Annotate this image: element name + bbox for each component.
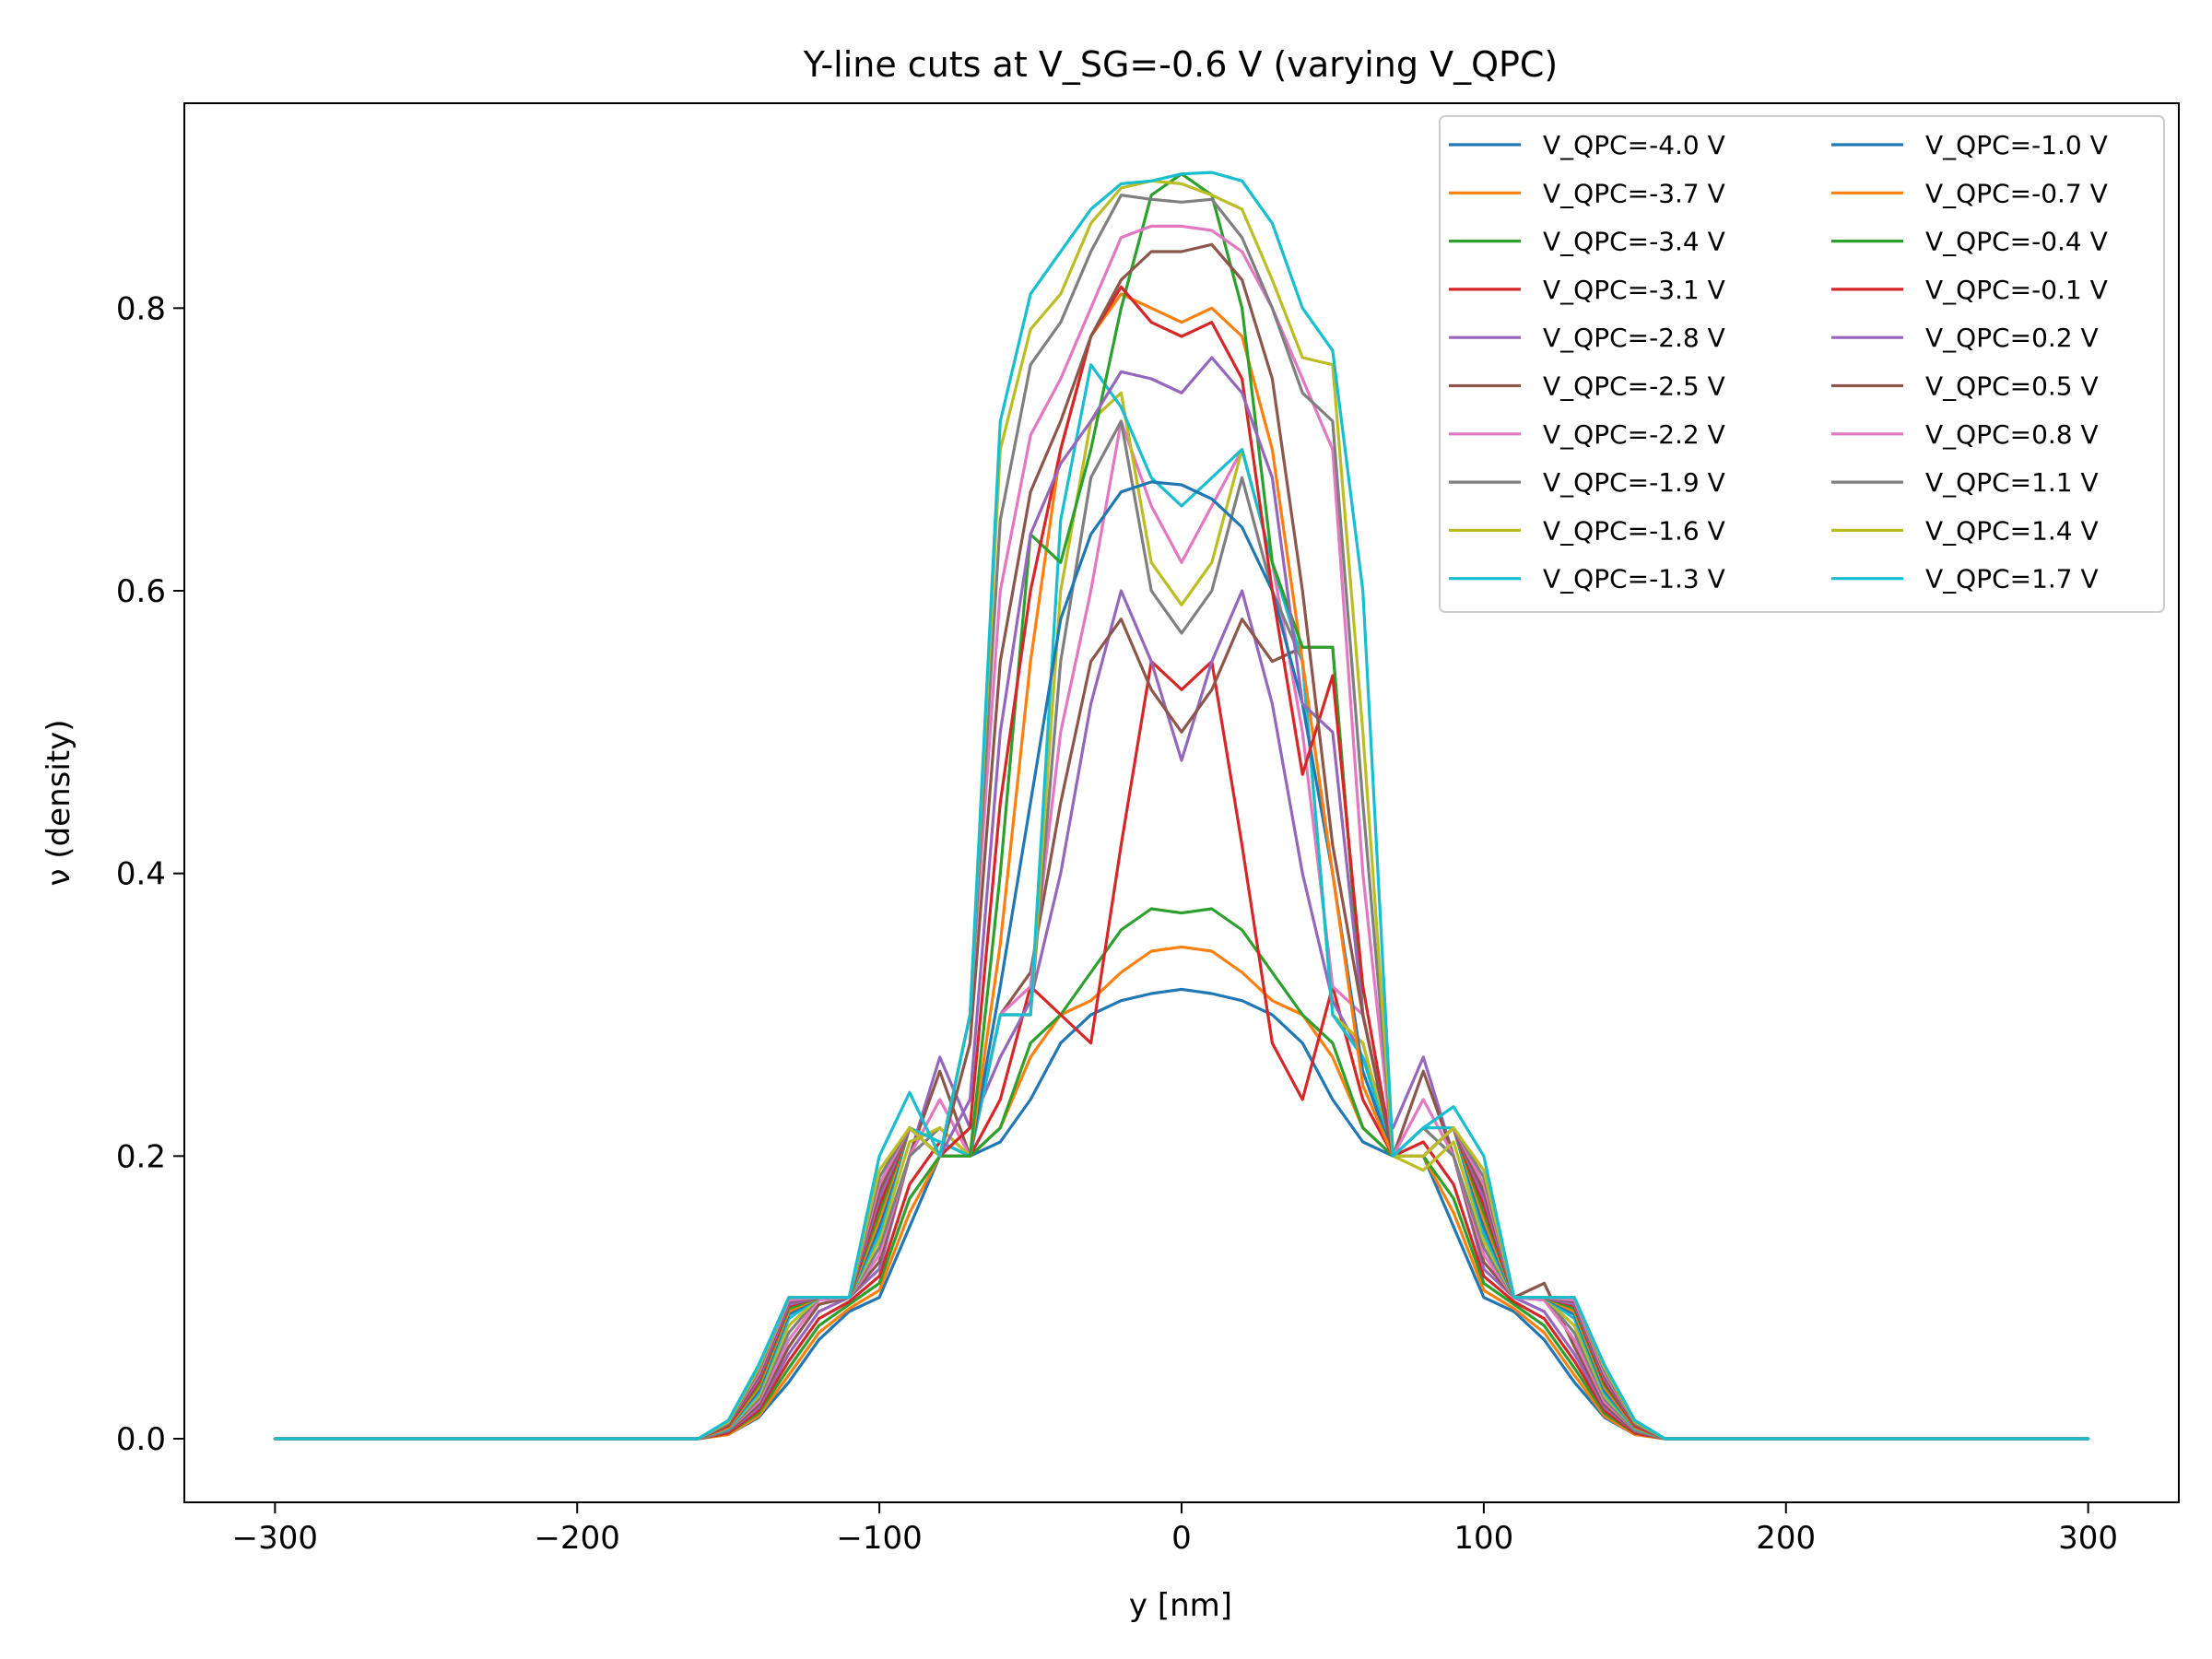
legend: V_QPC=-4.0 V V_QPC=-3.7 V V_QPC=-3.4 V V_QP…: [1439, 115, 2165, 613]
legend-items: V_QPC=-4.0 V V_QPC=-3.7 V V_QPC=-3.4 V V_QP…: [1449, 130, 2108, 594]
y-axis: 0.0 0.2 0.4 0.6 0.8: [116, 290, 184, 1458]
legend-entry-label: V_QPC=1.1 V: [1925, 467, 2099, 498]
legend-entry-label: V_QPC=-3.1 V: [1543, 275, 1725, 305]
x-tick-label: −200: [535, 1520, 620, 1557]
y-tick-label: 0.4: [116, 856, 166, 893]
y-tick-label: 0.6: [116, 573, 166, 610]
legend-entry-label: V_QPC=-2.2 V: [1543, 419, 1725, 450]
legend-entry-label: V_QPC=-2.5 V: [1543, 371, 1725, 402]
legend-entry-label: V_QPC=-0.1 V: [1925, 275, 2108, 305]
series-line-19: [273, 171, 2090, 1441]
legend-entry-label: V_QPC=0.5 V: [1925, 371, 2099, 402]
x-tick-label: 0: [1171, 1520, 1192, 1557]
legend-entry-label: V_QPC=-3.7 V: [1543, 178, 1725, 208]
series-line-4: [273, 589, 2090, 1441]
series-line-3: [273, 660, 2090, 1441]
x-tick-label: 200: [1756, 1520, 1816, 1557]
y-tick-label: 0.0: [116, 1421, 166, 1458]
y-tick-label: 0.2: [116, 1138, 166, 1175]
x-tick-label: −300: [232, 1520, 318, 1557]
legend-entry-label: V_QPC=-1.6 V: [1543, 515, 1725, 546]
legend-entry-label: V_QPC=-1.9 V: [1543, 467, 1725, 498]
legend-entry-label: V_QPC=-2.8 V: [1543, 323, 1725, 353]
series-layer: [273, 171, 2090, 1441]
series-line-2: [273, 907, 2090, 1441]
x-axis: −300 −200 −100 0 100 200 300: [232, 1502, 2118, 1557]
x-tick-label: 100: [1453, 1520, 1513, 1557]
legend-entry-label: V_QPC=-0.4 V: [1925, 227, 2108, 257]
legend-entry-label: V_QPC=-4.0 V: [1543, 130, 1725, 160]
chart-title: Y-line cuts at V_SG=-0.6 V (varying V_QP…: [803, 44, 1559, 85]
x-tick-label: 300: [2058, 1520, 2118, 1557]
legend-entry-label: V_QPC=0.8 V: [1925, 419, 2099, 450]
legend-entry-label: V_QPC=-1.0 V: [1925, 130, 2108, 160]
legend-entry-label: V_QPC=-1.3 V: [1543, 564, 1725, 594]
legend-entry-label: V_QPC=1.7 V: [1925, 564, 2099, 594]
series-line-1: [273, 945, 2090, 1441]
legend-frame: [1439, 115, 2165, 613]
y-axis-label: ν (density): [41, 720, 77, 887]
legend-entry-label: V_QPC=-3.4 V: [1543, 227, 1725, 257]
legend-entry-label: V_QPC=0.2 V: [1925, 323, 2099, 353]
x-tick-label: −100: [836, 1520, 922, 1557]
x-axis-label: y [nm]: [1129, 1587, 1232, 1624]
legend-entry-label: V_QPC=-0.7 V: [1925, 178, 2108, 208]
y-tick-label: 0.8: [116, 290, 166, 327]
legend-entry-label: V_QPC=1.4 V: [1925, 515, 2099, 546]
series-line-0: [273, 987, 2090, 1441]
